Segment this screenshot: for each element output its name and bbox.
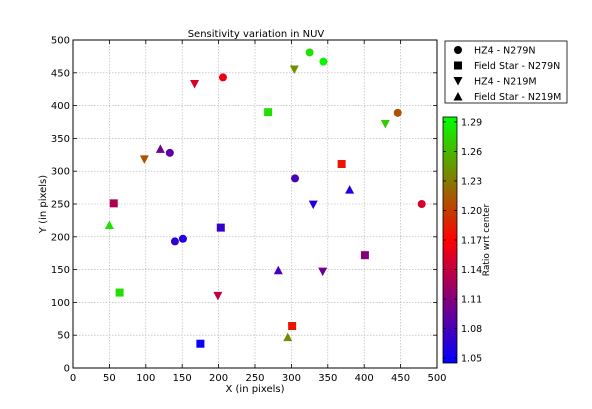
data-point-square	[115, 288, 124, 297]
legend-marker-circle	[454, 46, 462, 54]
data-point-circle	[393, 108, 402, 117]
legend-marker-triangle-down	[453, 77, 463, 86]
x-tick-label: 400	[355, 373, 374, 384]
y-tick-label: 300	[51, 167, 70, 178]
x-tick-label: 100	[136, 373, 155, 384]
data-point-square	[288, 322, 297, 331]
colorbar-tick-label: 1.29	[461, 117, 482, 128]
colorbar-tick-label: 1.20	[461, 206, 482, 217]
x-tick-label: 200	[209, 373, 228, 384]
y-tick-label: 50	[57, 331, 70, 342]
x-tick-label: 250	[245, 373, 264, 384]
legend-marker-square	[454, 61, 462, 70]
x-tick-label: 300	[282, 373, 301, 384]
y-tick-label: 150	[51, 265, 70, 276]
data-point-triangle-up	[104, 220, 114, 229]
data-point-circle	[417, 200, 426, 208]
legend-label: HZ4 - N219M	[474, 77, 537, 88]
legend: HZ4 - N279N Field Star - N279N HZ4 - N219M…	[444, 40, 568, 104]
data-point-circle	[165, 148, 174, 157]
colorbar-tick-label: 1.14	[461, 265, 482, 276]
data-point-triangle-down	[380, 119, 390, 129]
y-tick-label: 400	[51, 101, 70, 112]
data-point-square	[109, 199, 118, 208]
colorbar-ticks: 1.05 1.08 1.11 1.14 1.17 1.20 1.23 1.26 1.29	[443, 117, 482, 365]
plot-frame	[72, 39, 438, 369]
x-tick-label: 450	[391, 373, 410, 384]
data-point-circle	[319, 57, 328, 66]
data-point-triangle-down	[190, 79, 200, 89]
x-tick-label: 0	[70, 373, 76, 384]
data-point-triangle-up	[345, 185, 355, 194]
legend-label: HZ4 - N279N	[474, 46, 536, 57]
data-point-square	[360, 251, 369, 260]
data-point-triangle-up	[155, 144, 165, 153]
legend-label: Field Star - N279N	[474, 61, 560, 72]
data-point-triangle-down	[289, 65, 299, 75]
data-point-triangle-up	[283, 332, 293, 342]
colorbar-tick-label: 1.26	[461, 147, 482, 158]
data-point-triangle-down	[308, 200, 318, 210]
data-point-square	[264, 108, 273, 117]
grid-lines	[72, 39, 438, 369]
data-point-square	[216, 223, 225, 232]
y-tick-label: 450	[51, 68, 70, 79]
chart-title: Sensitivity variation in NUV	[188, 29, 325, 40]
data-point-circle	[170, 237, 179, 246]
x-tick-label: 500	[427, 373, 446, 384]
data-point-triangle-down	[139, 155, 149, 164]
data-point-triangle-up	[273, 265, 283, 275]
colorbar-tick-label: 1.23	[461, 176, 482, 187]
colorbar-tick-label: 1.11	[461, 295, 482, 306]
data-points	[104, 48, 426, 348]
data-point-square	[196, 339, 205, 348]
x-tick-label: 350	[318, 373, 337, 384]
y-tick-label: 350	[51, 134, 70, 145]
x-tick-label: 50	[103, 373, 116, 384]
data-point-circle	[178, 234, 187, 243]
colorbar-label: Ratio wrt center	[482, 204, 492, 277]
legend-marker-triangle-up	[453, 92, 463, 101]
data-point-circle	[291, 174, 300, 183]
colorbar-tick-label: 1.17	[461, 236, 482, 247]
colorbar-tick-label: 1.05	[461, 354, 482, 365]
colorbar-tick-label: 1.08	[461, 324, 482, 335]
y-tick-label: 0	[64, 364, 70, 375]
data-point-circle	[218, 73, 227, 82]
legend-label: Field Star - N219M	[474, 92, 561, 103]
data-point-triangle-down	[213, 291, 223, 301]
y-axis-label: Y (in pixels)	[38, 175, 49, 234]
y-tick-label: 200	[51, 232, 70, 243]
data-point-triangle-down	[318, 267, 328, 277]
data-point-square	[337, 159, 346, 168]
data-point-circle	[305, 48, 314, 57]
x-tick-label: 150	[173, 373, 192, 384]
legend-box	[444, 40, 568, 104]
y-tick-label: 100	[51, 298, 70, 309]
y-tick-label: 250	[51, 200, 70, 211]
y-tick-label: 500	[51, 36, 70, 47]
x-axis-label: X (in pixels)	[225, 384, 284, 395]
axis-ticks: 0 50 100 150 200 250 300 350 400 450 500 0 50 100 150 2…	[51, 36, 447, 385]
